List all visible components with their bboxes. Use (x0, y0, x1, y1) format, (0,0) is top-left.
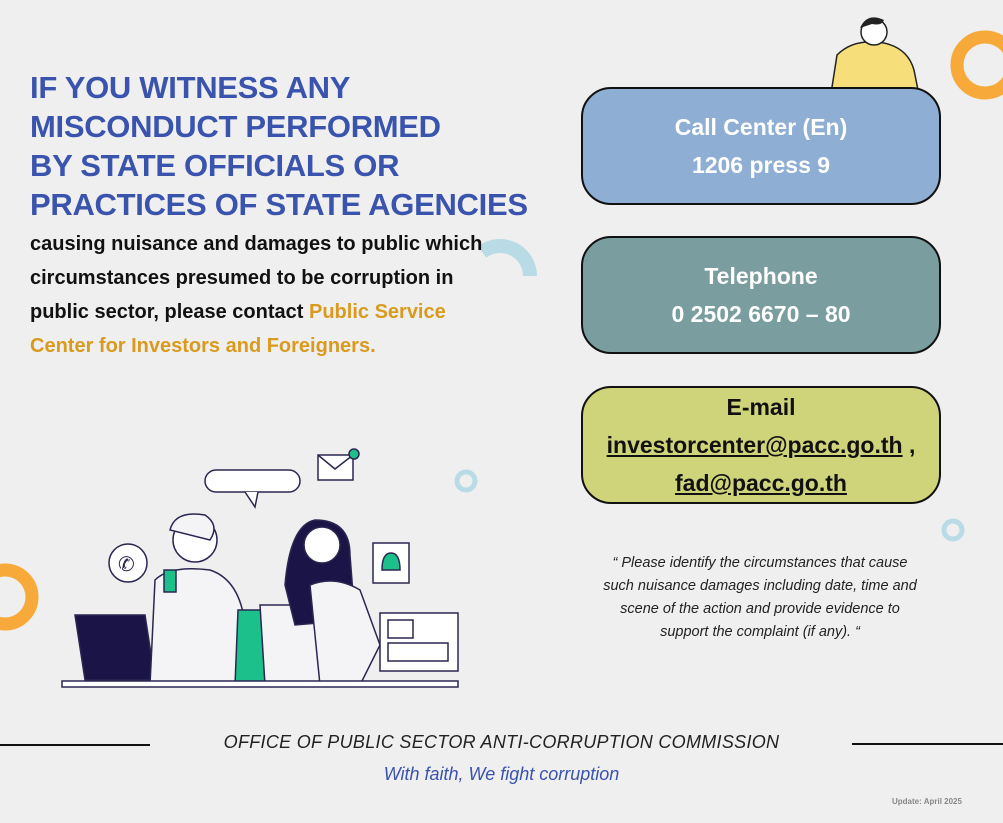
email-link-investorcenter[interactable]: investorcenter@pacc.go.th (606, 432, 903, 458)
orange-ring-decor (0, 563, 39, 631)
headline-line: MISCONDUCT PERFORMED (30, 109, 441, 144)
call-center-label: Call Center (En) (674, 114, 848, 140)
body-text: causing nuisance and damages to public w… (30, 227, 510, 363)
body-highlight: Public Service Center for Investors and … (30, 301, 446, 357)
headline-line: BY STATE OFFICIALS OR (30, 148, 400, 183)
body-main: causing nuisance and damages to public w… (30, 233, 483, 323)
telephone-label: Telephone (704, 263, 818, 289)
footer-divider-right (852, 743, 1003, 745)
chat-bubble-icon (204, 469, 301, 493)
call-center-number[interactable]: 1206 press 9 (691, 152, 831, 178)
instruction-quote: “ Please identify the circumstances that… (603, 555, 917, 640)
people-at-desk-illustration: ✆ (61, 448, 459, 688)
office-name: OFFICE OF PUBLIC SECTOR ANTI-CORRUPTION … (223, 732, 780, 752)
update-date: Update: April 2025 (892, 797, 962, 806)
footer-divider-left (0, 744, 150, 746)
phone-icon (108, 543, 148, 583)
telephone-box: Telephone 0 2502 6670 – 80 (581, 236, 941, 354)
lightblue-ring-decor (941, 518, 965, 542)
email-link-fad[interactable]: fad@pacc.go.th (675, 470, 847, 496)
call-center-box: Call Center (En) 1206 press 9 (581, 87, 941, 205)
email-label: E-mail (726, 394, 796, 420)
telephone-number[interactable]: 0 2502 6670 – 80 (671, 301, 851, 327)
lightblue-ring-decor (454, 469, 478, 493)
tagline: With faith, We fight corruption (383, 764, 620, 784)
orange-ring-decor (950, 30, 1003, 100)
email-separator: , (902, 432, 916, 458)
headline: IF YOU WITNESS ANY MISCONDUCT PERFORMED … (30, 68, 590, 224)
headline-line: PRACTICES OF STATE AGENCIES (30, 187, 528, 222)
headline-line: IF YOU WITNESS ANY (30, 70, 351, 105)
lightblue-arc-decor (477, 239, 537, 277)
svg-text:✆: ✆ (118, 554, 135, 576)
email-box: E-mail investorcenter@pacc.go.th , fad@p… (581, 386, 941, 504)
